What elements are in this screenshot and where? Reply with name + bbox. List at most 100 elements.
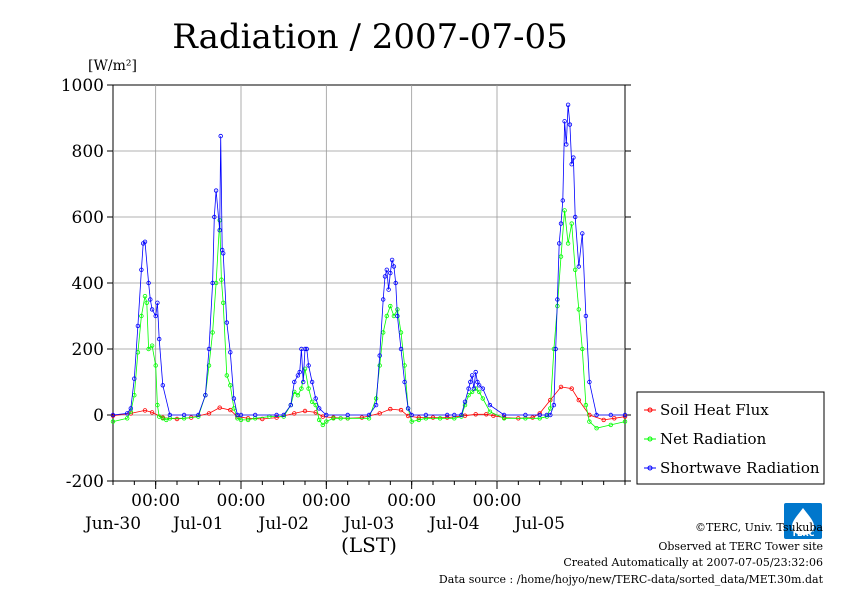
- data-point: [571, 155, 576, 160]
- x-date-label: Jul-04: [427, 514, 480, 534]
- x-date-label: Jul-02: [256, 514, 309, 534]
- data-point: [484, 412, 489, 417]
- data-point: [388, 270, 393, 276]
- data-point: [220, 300, 226, 305]
- data-point: [309, 399, 315, 404]
- data-point: [608, 422, 613, 428]
- data-point: [398, 346, 404, 352]
- x-time-label: 00:00: [217, 491, 266, 511]
- data-point: [217, 405, 222, 410]
- data-point: [569, 161, 574, 167]
- series-net-radiation: [110, 208, 628, 431]
- data-point: [558, 221, 564, 226]
- data-point: [213, 188, 219, 193]
- data-point: [155, 402, 160, 408]
- data-point: [466, 386, 471, 391]
- data-point: [295, 373, 301, 378]
- data-point: [487, 402, 493, 408]
- data-point: [324, 412, 329, 418]
- data-point: [469, 373, 475, 378]
- series-soil-heat-flux: [110, 384, 628, 423]
- data-point: [437, 416, 443, 421]
- data-point: [386, 287, 391, 292]
- data-point: [381, 297, 386, 302]
- data-point: [203, 393, 208, 398]
- y-tick-label: 400: [72, 274, 104, 294]
- data-point: [487, 409, 493, 414]
- data-point: [160, 383, 165, 388]
- x-time-label: 00:00: [302, 491, 351, 511]
- data-point: [320, 414, 325, 419]
- data-point: [217, 227, 222, 233]
- x-axis-ticks: 00:00 00:00 00:00 00:00 00:00 Jun-30 Jul-01 Jul…: [83, 481, 626, 534]
- data-point: [557, 241, 562, 246]
- x-date-label: Jul-05: [512, 514, 565, 534]
- data-point: [405, 406, 411, 411]
- data-point: [548, 412, 553, 418]
- data-point: [142, 294, 148, 299]
- y-tick-label: 200: [72, 340, 104, 360]
- data-point: [139, 267, 144, 272]
- data-point: [475, 379, 480, 385]
- data-point: [146, 280, 151, 286]
- y-tick-label: 0: [93, 406, 104, 426]
- data-point: [135, 323, 141, 329]
- data-point: [583, 313, 589, 319]
- x-date-label: Jul-03: [342, 514, 395, 534]
- data-point: [110, 419, 116, 424]
- data-point: [274, 412, 279, 418]
- data-point: [594, 412, 599, 418]
- data-point: [238, 417, 244, 423]
- data-point: [384, 267, 389, 272]
- data-point: [445, 412, 450, 418]
- data-point: [124, 416, 130, 421]
- data-point: [128, 406, 133, 411]
- data-point: [302, 346, 308, 352]
- data-point: [231, 396, 237, 401]
- data-point: [388, 303, 393, 309]
- data-point: [569, 386, 574, 391]
- legend-box: [636, 391, 825, 485]
- droplet-icon: [792, 508, 814, 535]
- data-point: [142, 408, 148, 413]
- data-point: [156, 414, 162, 419]
- data-point: [377, 353, 382, 358]
- data-point: [537, 412, 542, 418]
- data-point: [304, 346, 309, 352]
- data-point: [281, 412, 286, 418]
- data-point: [416, 415, 421, 420]
- data-point: [473, 369, 478, 375]
- legend-swatch-marker: [647, 407, 653, 413]
- data-point: [391, 264, 397, 269]
- legend-item: Soil Heat Flux: [644, 401, 769, 419]
- data-point: [409, 412, 414, 418]
- data-point: [462, 399, 468, 404]
- data-point: [338, 416, 343, 421]
- data-point: [565, 102, 571, 107]
- data-point: [196, 412, 201, 418]
- data-point: [359, 415, 365, 420]
- data-point: [477, 383, 482, 388]
- data-point: [382, 274, 388, 279]
- series-line: [112, 210, 626, 429]
- data-point: [155, 300, 160, 305]
- data-point: [219, 277, 224, 282]
- data-point: [292, 379, 297, 385]
- data-point: [124, 411, 130, 416]
- data-point: [366, 412, 372, 418]
- data-point: [156, 336, 162, 342]
- data-point: [238, 412, 244, 418]
- data-point: [181, 412, 187, 418]
- data-point: [220, 251, 226, 256]
- data-point: [558, 254, 564, 259]
- x-time-label: 00:00: [473, 491, 522, 511]
- created-text: Created Automatically at 2007-07-05/23:3…: [563, 556, 823, 569]
- data-point: [402, 379, 407, 385]
- data-point: [409, 419, 414, 424]
- data-point: [398, 407, 404, 413]
- data-point: [558, 384, 564, 390]
- y-axis-unit: [W/m²]: [88, 58, 137, 74]
- data-point: [274, 415, 279, 420]
- data-point: [573, 267, 578, 272]
- data-point: [306, 363, 311, 368]
